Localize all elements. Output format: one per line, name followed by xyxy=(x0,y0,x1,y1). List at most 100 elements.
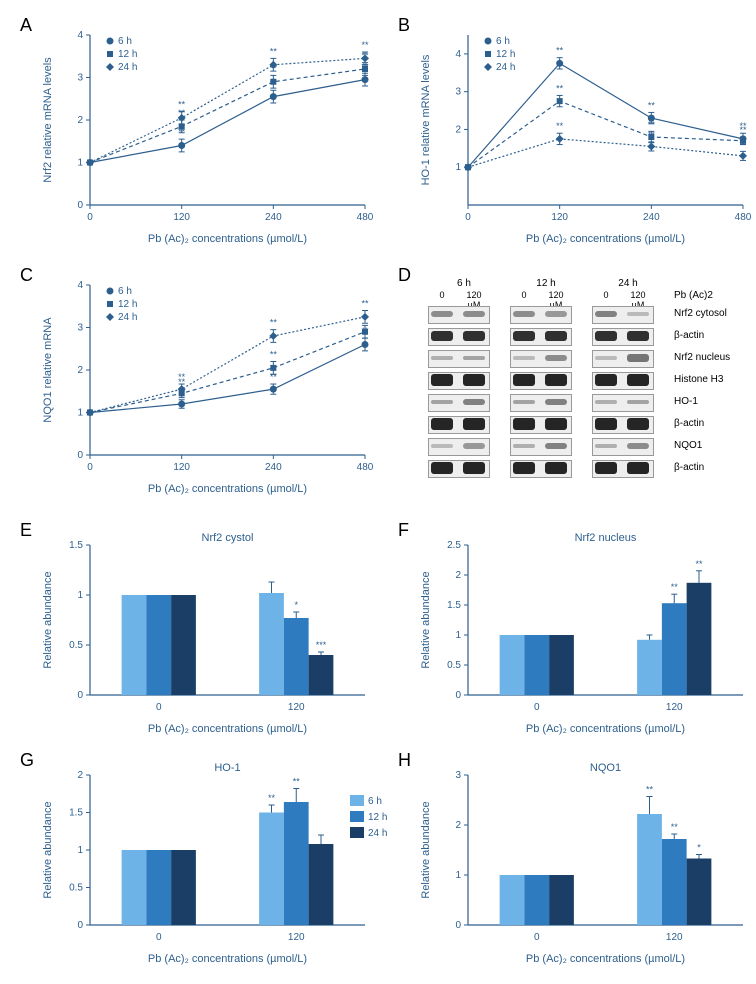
svg-text:**: ** xyxy=(646,785,654,795)
blot-row-label: Histone H3 xyxy=(674,374,723,385)
svg-text:480: 480 xyxy=(357,212,374,223)
svg-text:2: 2 xyxy=(455,124,461,135)
blot-band xyxy=(545,399,567,406)
blot-band xyxy=(463,418,485,429)
svg-text:0: 0 xyxy=(77,690,83,701)
blot-header-lane: 0 xyxy=(592,290,620,300)
svg-text:0: 0 xyxy=(87,212,93,223)
blot-row-label: Nrf2 nucleus xyxy=(674,352,730,363)
blot-header-group: 6 h xyxy=(428,278,500,289)
svg-text:6 h: 6 h xyxy=(118,286,132,297)
blot-row-label: NQO1 xyxy=(674,440,702,451)
svg-text:**: ** xyxy=(648,119,656,129)
svg-text:2: 2 xyxy=(77,365,83,376)
svg-text:24 h: 24 h xyxy=(496,62,515,73)
svg-text:**: ** xyxy=(671,822,679,832)
svg-text:0: 0 xyxy=(156,932,162,943)
western-blot-d: 6 h0120 µM12 h0120 µM24 h0120 µMPb (Ac)2… xyxy=(420,278,740,508)
svg-text:**: ** xyxy=(178,372,186,382)
blot-row-label: Nrf2 cytosol xyxy=(674,308,727,319)
blot-band xyxy=(627,312,649,316)
panel-label-a: A xyxy=(20,15,32,36)
svg-text:Pb (Ac)₂ concentrations (µmol/: Pb (Ac)₂ concentrations (µmol/L) xyxy=(148,723,307,735)
svg-text:1: 1 xyxy=(455,162,461,173)
blot-band xyxy=(627,443,649,449)
svg-text:Relative abundance: Relative abundance xyxy=(42,801,54,898)
svg-text:**: ** xyxy=(671,582,679,592)
blot-band xyxy=(627,418,649,429)
svg-text:**: ** xyxy=(695,559,703,569)
blot-band xyxy=(431,462,453,473)
svg-text:0: 0 xyxy=(77,920,83,931)
blot-band xyxy=(545,311,567,316)
blot-band xyxy=(463,331,485,342)
bar-legend: 6 h12 h24 h xyxy=(350,795,410,850)
chart-h: NQO101230120Pb (Ac)₂ concentrations (µmo… xyxy=(413,755,753,970)
blot-band xyxy=(463,311,485,317)
blot-header-lane: 0 xyxy=(428,290,456,300)
blot-band xyxy=(595,418,617,429)
svg-text:120: 120 xyxy=(173,212,190,223)
svg-text:HO-1 relative mRNA levels: HO-1 relative mRNA levels xyxy=(420,54,432,185)
blot-band xyxy=(431,331,453,342)
svg-text:120: 120 xyxy=(288,702,305,713)
blot-band xyxy=(545,355,567,361)
svg-text:0: 0 xyxy=(77,450,83,461)
svg-text:1: 1 xyxy=(455,870,461,881)
svg-text:4: 4 xyxy=(77,280,83,291)
svg-text:HO-1: HO-1 xyxy=(214,762,240,774)
blot-band xyxy=(431,400,453,405)
blot-band xyxy=(545,462,567,473)
blot-row-label: HO-1 xyxy=(674,396,698,407)
svg-text:4: 4 xyxy=(77,30,83,41)
blot-band xyxy=(513,444,535,448)
blot-row-label: β-actin xyxy=(674,330,704,341)
blot-band xyxy=(595,462,617,473)
blot-band xyxy=(595,444,617,448)
blot-band xyxy=(545,374,567,385)
blot-band xyxy=(595,356,617,360)
svg-text:0: 0 xyxy=(534,932,540,943)
svg-text:NQO1: NQO1 xyxy=(590,762,621,774)
blot-row-label: β-actin xyxy=(674,462,704,473)
blot-band xyxy=(545,418,567,429)
svg-text:1: 1 xyxy=(455,630,461,641)
svg-text:Relative abundance: Relative abundance xyxy=(42,571,54,668)
svg-text:Pb (Ac)₂ concentrations (µmol/: Pb (Ac)₂ concentrations (µmol/L) xyxy=(148,483,307,495)
svg-text:Pb (Ac)₂ concentrations (µmol/: Pb (Ac)₂ concentrations (µmol/L) xyxy=(526,233,685,245)
svg-text:1: 1 xyxy=(77,590,83,601)
svg-text:0: 0 xyxy=(156,702,162,713)
panel-label-d: D xyxy=(398,265,411,286)
blot-band xyxy=(595,331,617,342)
svg-text:**: ** xyxy=(293,777,301,787)
chart-a: 012340120240480Pb (Ac)₂ concentrations (… xyxy=(35,20,375,250)
svg-text:12 h: 12 h xyxy=(118,49,137,60)
blot-band xyxy=(595,374,617,385)
chart-e: Nrf2 cystol00.511.50120Pb (Ac)₂ concentr… xyxy=(35,525,375,740)
svg-text:0: 0 xyxy=(455,920,461,931)
svg-text:**: ** xyxy=(270,318,278,328)
svg-text:240: 240 xyxy=(265,212,282,223)
panel-label-e: E xyxy=(20,520,32,541)
blot-band xyxy=(513,374,535,385)
svg-text:Nrf2 nucleus: Nrf2 nucleus xyxy=(575,532,637,544)
svg-text:**: ** xyxy=(739,125,747,135)
blot-header-group: 24 h xyxy=(592,278,664,289)
blot-band xyxy=(513,418,535,429)
blot-band xyxy=(627,462,649,473)
svg-text:**: ** xyxy=(268,793,276,803)
blot-band xyxy=(595,311,617,318)
svg-text:24 h: 24 h xyxy=(368,828,387,839)
blot-band xyxy=(595,400,617,404)
svg-text:Nrf2 cystol: Nrf2 cystol xyxy=(202,532,254,544)
svg-text:**: ** xyxy=(178,100,186,110)
panel-label-g: G xyxy=(20,750,34,771)
svg-text:0: 0 xyxy=(534,702,540,713)
svg-text:6 h: 6 h xyxy=(118,36,132,47)
svg-text:**: ** xyxy=(270,46,278,56)
chart-f: Nrf2 nucleus00.511.522.50120Pb (Ac)₂ con… xyxy=(413,525,753,740)
svg-text:*: * xyxy=(294,600,298,610)
blot-band xyxy=(431,418,453,429)
svg-text:Pb (Ac)₂ concentrations (µmol/: Pb (Ac)₂ concentrations (µmol/L) xyxy=(526,723,685,735)
blot-band xyxy=(627,374,649,385)
